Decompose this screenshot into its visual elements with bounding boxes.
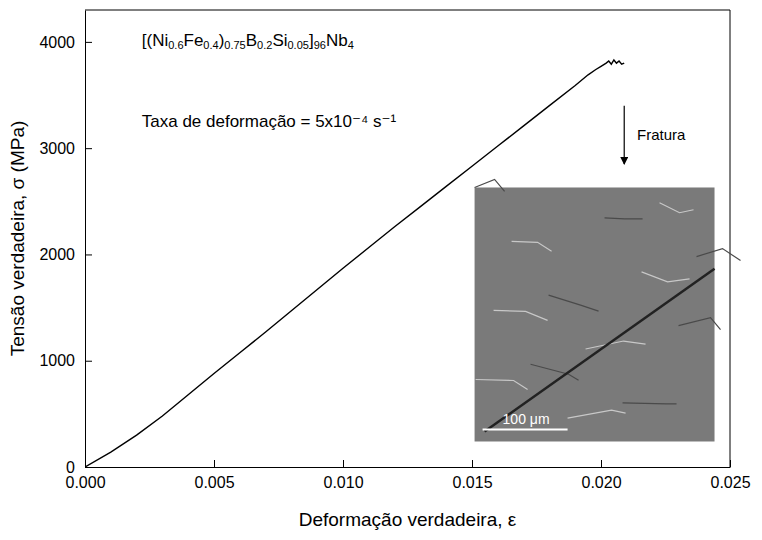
y-tick-mark (85, 148, 92, 149)
inset-feature (586, 341, 646, 349)
inset-feature (605, 218, 643, 219)
y-tick-label: 1000 (39, 352, 75, 369)
inset-feature (549, 295, 599, 311)
scale-bar (483, 428, 568, 430)
x-tick-label: 0.020 (581, 474, 621, 491)
fracture-label: Fratura (637, 126, 686, 143)
strain-rate: Taxa de deformação = 5x10⁻⁴ s⁻¹ (142, 112, 397, 131)
y-tick: 1000 (39, 352, 92, 369)
inset-feature (476, 380, 528, 390)
y-tick-mark (85, 42, 92, 43)
y-tick: 3000 (39, 140, 92, 157)
inset-image (475, 179, 741, 441)
inset-crack (485, 269, 715, 432)
x-axis: 0.000 0.005 0.010 0.015 0.020 0.025 (65, 460, 750, 491)
plot: 0.000 0.005 0.010 0.015 0.020 0.025 0 1000 2000 3… (39, 10, 750, 491)
inset-feature (660, 203, 694, 213)
fracture-arrow (624, 106, 625, 164)
x-tick-mark (214, 460, 215, 467)
y-tick-label: 2000 (39, 246, 75, 263)
x-tick: 0.020 (581, 460, 621, 491)
x-tick-label: 0.000 (65, 474, 105, 491)
y-tick-label: 4000 (39, 34, 75, 51)
inset-feature (623, 403, 677, 404)
inset-texture (475, 179, 741, 418)
x-tick: 0.010 (323, 460, 363, 491)
x-tick-mark (343, 460, 344, 467)
x-axis-title: Deformação verdadeira, ε (299, 509, 517, 530)
inset-background (475, 187, 715, 441)
x-tick-label: 0.005 (194, 474, 234, 491)
inset-feature (512, 241, 552, 251)
y-tick-label: 0 (66, 459, 75, 476)
x-tick-label: 0.010 (323, 474, 363, 491)
y-tick: 0 (66, 459, 92, 476)
x-tick-label: 0.015 (452, 474, 492, 491)
y-tick: 4000 (39, 34, 92, 51)
inset-feature (568, 410, 626, 418)
frame-right (730, 10, 731, 467)
y-axis: 0 1000 2000 3000 4000 (39, 11, 92, 476)
y-tick: 2000 (39, 246, 92, 263)
x-tick-mark (601, 460, 602, 467)
x-tick-label: 0.025 (710, 474, 750, 491)
x-axis-line (86, 467, 731, 468)
x-tick: 0.005 (194, 460, 234, 491)
annotations: [(Ni0.6Fe0.4)0.75B0.2Si0.05]96Nb4 Taxa de… (142, 31, 686, 427)
y-axis-title: Tensão verdadeira, σ (MPa) (7, 121, 28, 357)
alloy-formula: [(Ni0.6Fe0.4)0.75B0.2Si0.05]96Nb4 (142, 31, 354, 51)
y-tick-mark (85, 254, 92, 255)
y-tick-mark (85, 361, 92, 362)
y-tick-mark (85, 467, 92, 468)
x-tick-mark (730, 460, 731, 467)
x-tick: 0.015 (452, 460, 492, 491)
inset-feature (642, 272, 690, 282)
inset-feature (697, 249, 741, 261)
chart: 0.000 0.005 0.010 0.015 0.020 0.025 0 1000 2000 3… (0, 0, 762, 540)
inset-feature (494, 310, 548, 320)
frame-top (85, 10, 730, 11)
inset-feature (679, 318, 721, 330)
inset-feature (475, 179, 505, 191)
x-tick-mark (472, 460, 473, 467)
scale-bar-label: 100 μm (503, 411, 550, 427)
y-tick-label: 3000 (39, 140, 75, 157)
y-axis-line (85, 11, 86, 468)
inset-feature (531, 364, 579, 380)
x-tick: 0.025 (710, 460, 750, 491)
